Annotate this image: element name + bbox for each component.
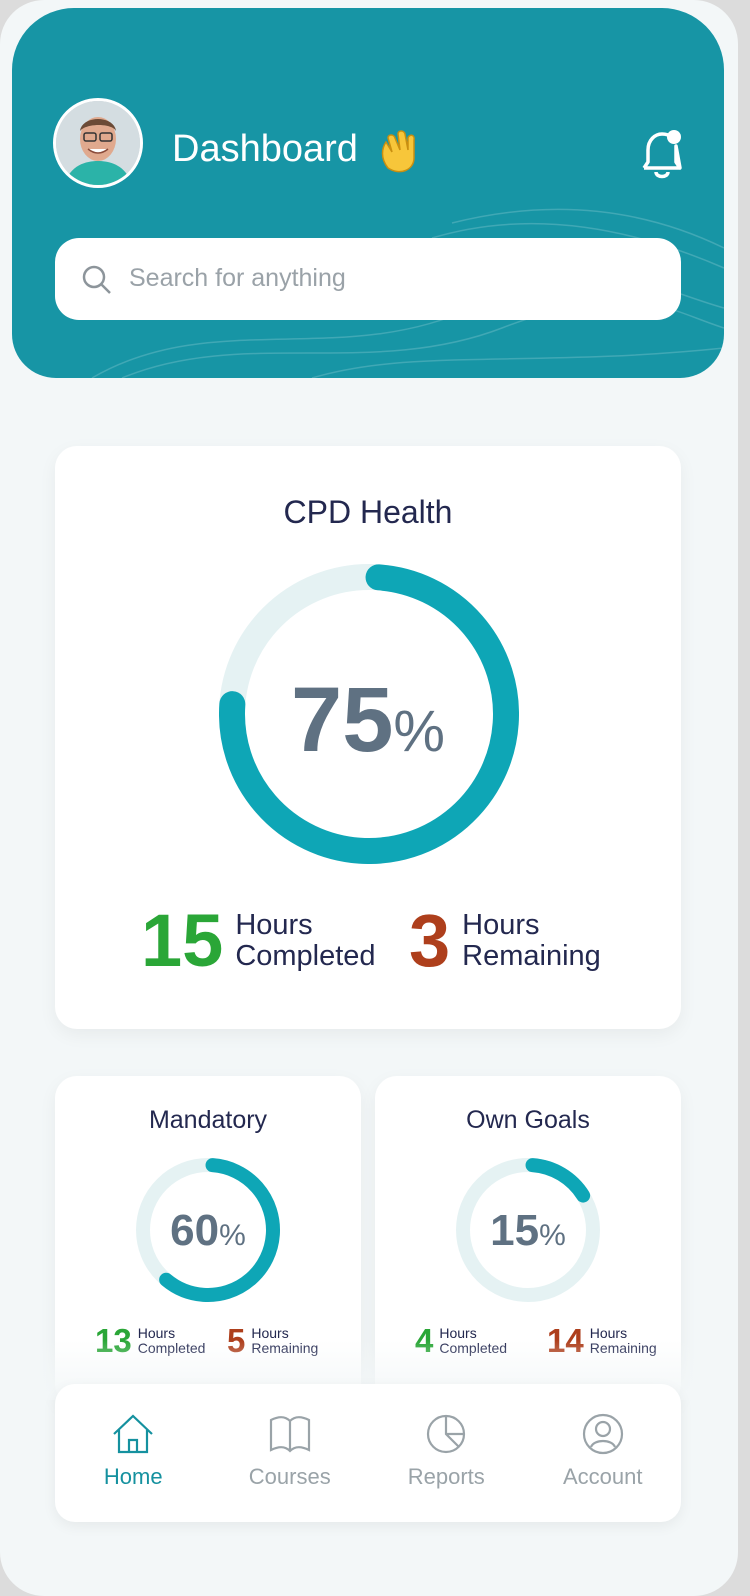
wave-pattern	[91, 208, 724, 378]
remaining-stat: 3 Hours Remaining	[409, 898, 601, 983]
card-title: CPD Health	[283, 494, 453, 530]
ring-arc	[136, 1158, 280, 1302]
nav-icon	[427, 1414, 466, 1454]
goal-percent: 60%	[55, 1206, 361, 1256]
nav-item[interactable]: Courses	[212, 1384, 369, 1522]
completed-stat: 15 Hours Completed	[141, 898, 376, 983]
remaining-value: 3	[409, 899, 451, 982]
header: Dashboard Search for anything	[12, 8, 724, 378]
goal-percent: 15%	[375, 1206, 681, 1256]
nav-item[interactable]: Account	[525, 1384, 682, 1522]
nav-label: Home	[103, 1464, 163, 1489]
nav-item[interactable]: Reports	[368, 1384, 525, 1522]
goal-ring	[456, 1158, 600, 1302]
card-title: Own Goals	[466, 1106, 590, 1134]
nav-icon	[113, 1414, 154, 1454]
nav-icon	[582, 1413, 623, 1455]
wave-emoji	[381, 130, 415, 173]
remaining-label: Hours Remaining	[462, 909, 601, 972]
nav-label: Courses	[248, 1464, 331, 1489]
percent-unit: %	[539, 1219, 566, 1252]
health-percent: 75%	[55, 668, 681, 773]
nav-icon	[269, 1416, 310, 1453]
percent-value: 15	[490, 1206, 540, 1255]
search-icon	[82, 265, 111, 294]
percent-value: 60	[170, 1206, 220, 1255]
notification-bell[interactable]	[636, 126, 688, 182]
completed-value: 15	[141, 899, 224, 982]
nav-item[interactable]: Home	[55, 1384, 212, 1522]
percent-unit: %	[219, 1219, 246, 1252]
ring-arc	[456, 1158, 600, 1302]
health-ring	[219, 564, 519, 864]
ring-arc	[219, 564, 519, 864]
health-card: CPD Health 75% 15 Hours Completed 3 Hours …	[55, 446, 681, 1029]
search-bar[interactable]: Search for anything	[55, 238, 681, 320]
completed-label: Hours Completed	[235, 909, 376, 972]
percent-unit: %	[393, 699, 445, 764]
nav-label: Account	[563, 1464, 643, 1489]
card-title: Mandatory	[148, 1106, 268, 1134]
avatar[interactable]	[53, 98, 143, 188]
search-placeholder: Search for anything	[129, 264, 346, 292]
header-title: Dashboard	[172, 128, 358, 170]
nav-label: Reports	[407, 1464, 485, 1489]
bottom-nav: Home Courses Reports Account	[55, 1384, 681, 1522]
avatar-image	[56, 101, 140, 185]
percent-value: 75	[291, 669, 394, 771]
goal-ring	[136, 1158, 280, 1302]
